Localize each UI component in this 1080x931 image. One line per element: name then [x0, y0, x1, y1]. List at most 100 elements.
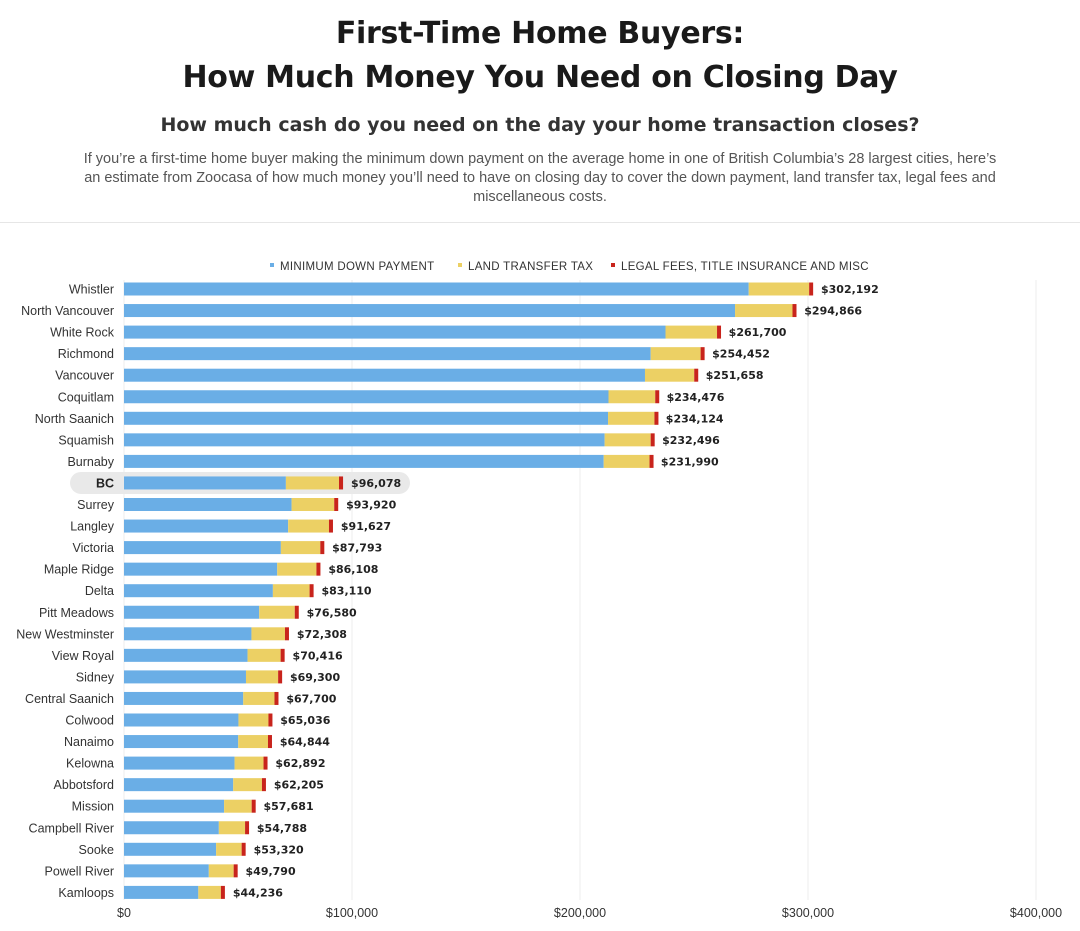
down-payment-bar — [124, 756, 235, 770]
land-transfer-tax-bar — [234, 756, 264, 770]
total-value-label: $53,320 — [254, 843, 304, 856]
total-value-label: $62,205 — [274, 779, 324, 792]
land-transfer-tax-bar — [238, 713, 269, 727]
land-transfer-tax-bar — [243, 691, 275, 705]
legal-fees-bar — [809, 282, 814, 296]
category-label: Nanaimo — [64, 735, 114, 749]
land-transfer-tax-bar — [245, 670, 279, 684]
total-value-label: $91,627 — [341, 520, 391, 533]
x-tick-label: $300,000 — [782, 906, 834, 920]
total-value-label: $57,681 — [264, 800, 314, 813]
category-label: New Westminster — [16, 627, 114, 641]
total-value-label: $302,192 — [821, 283, 879, 296]
category-label: Langley — [70, 520, 115, 534]
land-transfer-tax-bar — [259, 605, 295, 619]
legal-fees-bar — [294, 605, 299, 619]
down-payment-bar — [124, 778, 234, 792]
down-payment-bar — [124, 670, 246, 684]
down-payment-bar — [124, 476, 286, 490]
legal-fees-bar — [284, 627, 289, 641]
total-value-label: $231,990 — [661, 455, 719, 468]
total-value-label: $69,300 — [290, 671, 340, 684]
bar-row: Colwood $65,036 — [65, 713, 331, 728]
legal-fees-bar — [700, 347, 705, 361]
bar-row: Nanaimo $64,844 — [64, 735, 330, 749]
land-transfer-tax-bar — [285, 476, 340, 490]
legal-fees-bar — [274, 691, 279, 705]
bar-row: Maple Ridge $86,108 — [44, 562, 378, 577]
land-transfer-tax-bar — [277, 562, 317, 576]
land-transfer-tax-bar — [603, 454, 650, 468]
total-value-label: $93,920 — [346, 499, 396, 512]
down-payment-bar — [124, 864, 209, 878]
chart-title-line-1: First-Time Home Buyers: — [335, 16, 745, 51]
total-value-label: $72,308 — [297, 628, 347, 641]
category-label: Surrey — [77, 498, 115, 512]
legal-fees-bar — [263, 756, 268, 770]
bar-row: Vancouver $251,658 — [55, 368, 764, 383]
total-value-label: $87,793 — [332, 542, 382, 555]
category-label: Victoria — [73, 541, 115, 555]
legend-swatch-legal-fees — [611, 263, 615, 267]
legal-fees-bar — [251, 799, 256, 813]
legal-fees-bar — [268, 713, 273, 727]
land-transfer-tax-bar — [650, 347, 701, 361]
down-payment-bar — [124, 411, 609, 425]
legal-fees-bar — [320, 541, 325, 555]
down-payment-bar — [124, 605, 260, 619]
category-label: Sidney — [76, 670, 115, 684]
legend-label-land-transfer-tax: LAND TRANSFER TAX — [468, 261, 593, 273]
bar-row: Kamloops $44,236 — [58, 885, 283, 900]
total-value-label: $261,700 — [729, 326, 787, 339]
down-payment-bar — [124, 454, 604, 468]
land-transfer-tax-bar — [608, 390, 656, 404]
total-value-label: $86,108 — [328, 563, 378, 576]
legal-fees-bar — [792, 304, 797, 318]
bar-row: Mission $57,681 — [72, 799, 314, 814]
category-label: Colwood — [65, 714, 114, 728]
bar-row: Powell River $49,790 — [45, 864, 296, 878]
total-value-label: $62,892 — [275, 757, 325, 770]
land-transfer-tax-bar — [748, 282, 810, 296]
category-label: Pitt Meadows — [39, 606, 114, 620]
bar-row: BC $96,078 — [70, 471, 410, 494]
land-transfer-tax-bar — [272, 584, 310, 598]
category-label: Campbell River — [29, 821, 114, 835]
category-label: BC — [96, 476, 114, 490]
land-transfer-tax-bar — [216, 842, 242, 856]
legal-fees-bar — [309, 584, 314, 598]
total-value-label: $234,124 — [666, 412, 724, 425]
total-value-label: $83,110 — [321, 585, 371, 598]
legal-fees-bar — [220, 885, 225, 899]
land-transfer-tax-bar — [288, 519, 329, 533]
land-transfer-tax-bar — [735, 304, 793, 318]
category-label: Powell River — [45, 864, 114, 878]
chart-title: First-Time Home Buyers: How Much Money Y… — [0, 12, 1080, 100]
bar-row: Campbell River $54,788 — [29, 821, 307, 835]
legal-fees-bar — [694, 368, 699, 382]
total-value-label: $234,476 — [667, 391, 725, 404]
bar-row: Central Saanich $67,700 — [25, 691, 337, 706]
down-payment-bar — [124, 648, 248, 662]
down-payment-bar — [124, 390, 609, 404]
category-label: Delta — [85, 584, 114, 598]
legal-fees-bar — [241, 842, 246, 856]
bar-row: White Rock $261,700 — [50, 325, 787, 340]
x-axis-ticks: $0 $100,000 $200,000 $300,000 $400,000 — [117, 906, 1062, 920]
bar-row: Pitt Meadows $76,580 — [39, 605, 357, 620]
bar-row: Squamish $232,496 — [58, 433, 720, 447]
down-payment-bar — [124, 735, 239, 749]
category-label: Squamish — [58, 433, 114, 447]
legend-swatch-land-transfer-tax — [458, 263, 462, 267]
x-tick-label: $200,000 — [554, 906, 606, 920]
legal-fees-bar — [339, 476, 344, 490]
legal-fees-bar — [267, 735, 272, 749]
legal-fees-bar — [655, 390, 660, 404]
bar-row: North Vancouver $294,866 — [21, 304, 862, 318]
bar-row: Victoria $87,793 — [73, 541, 382, 555]
total-value-label: $232,496 — [662, 434, 720, 447]
total-value-label: $76,580 — [307, 606, 357, 619]
category-label: Kelowna — [66, 757, 114, 771]
category-label: Vancouver — [55, 369, 114, 383]
total-value-label: $67,700 — [286, 692, 336, 705]
